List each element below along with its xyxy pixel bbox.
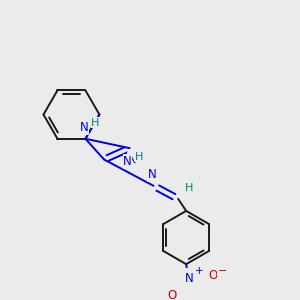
Text: N: N: [80, 121, 88, 134]
Text: N: N: [184, 272, 193, 285]
Text: O: O: [168, 289, 177, 300]
Text: −: −: [218, 266, 227, 276]
Text: H: H: [135, 152, 143, 162]
Text: O: O: [208, 268, 218, 282]
Text: H: H: [92, 118, 100, 128]
Text: +: +: [195, 266, 204, 276]
Text: N: N: [148, 168, 157, 181]
Text: N: N: [123, 155, 132, 168]
Text: N: N: [128, 153, 136, 166]
Text: H: H: [185, 183, 193, 193]
